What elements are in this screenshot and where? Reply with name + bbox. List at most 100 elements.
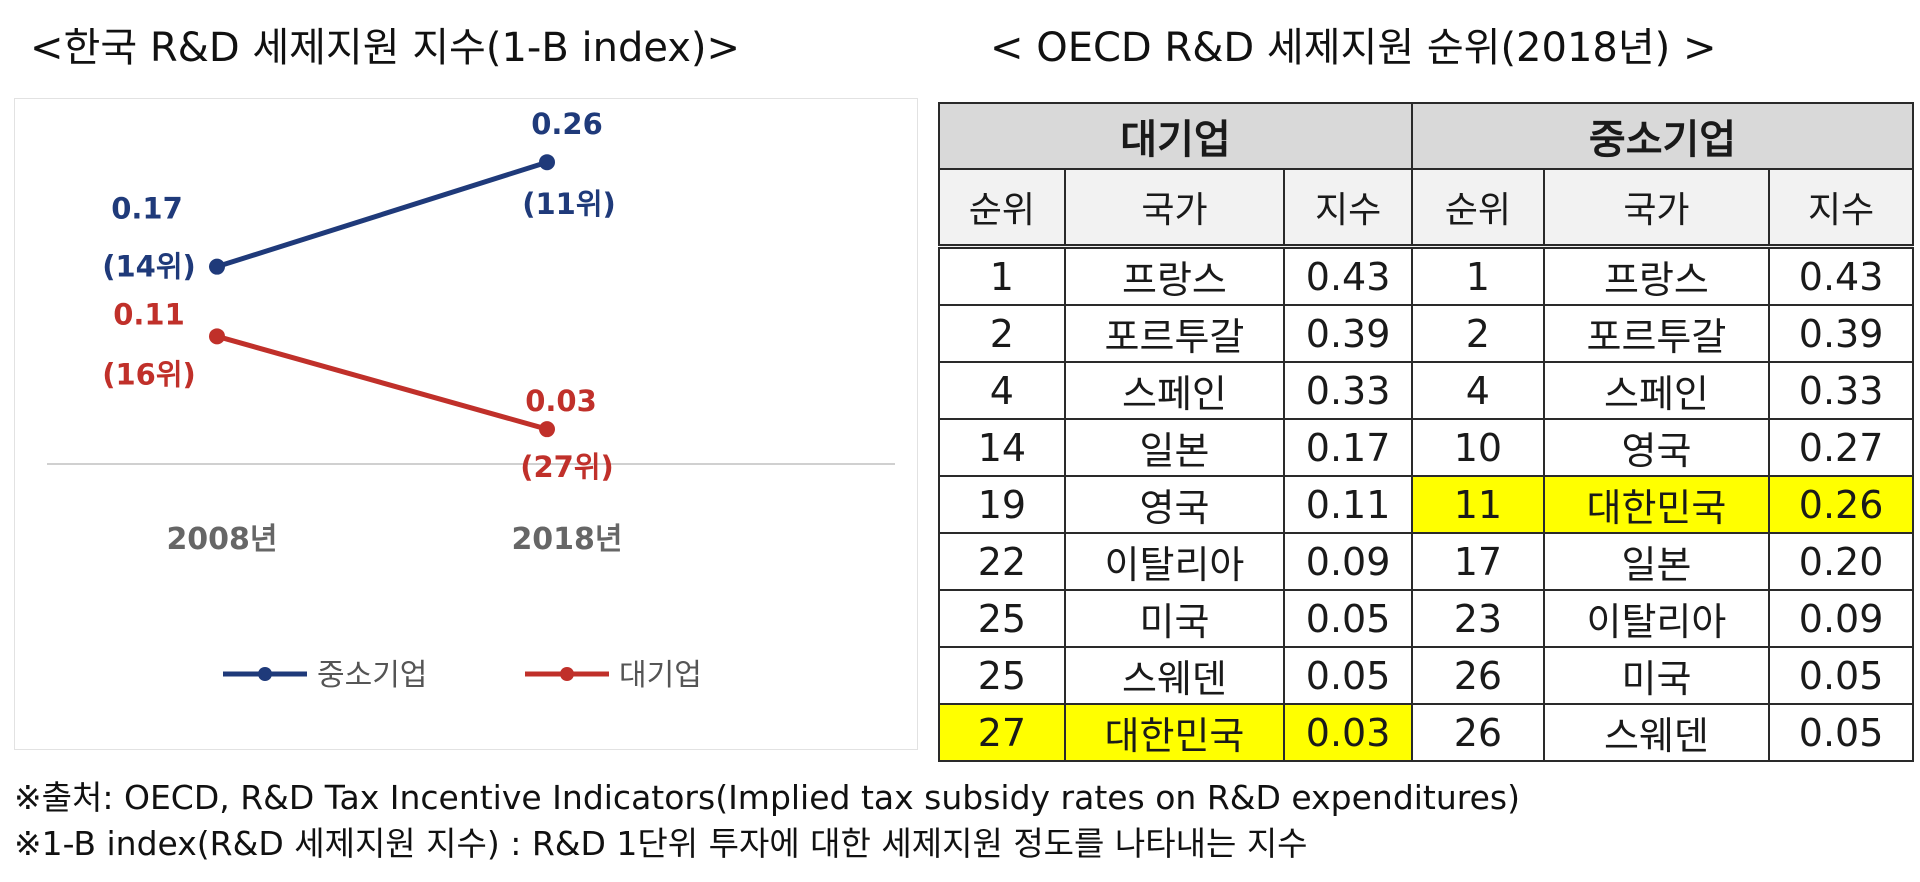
sme-country-cell: 영국 — [1542, 418, 1771, 477]
column-header-row: 순위 국가 지수 순위 국가 지수 — [938, 168, 1914, 249]
x-tick-label: 2018년 — [511, 522, 622, 557]
data-point — [209, 258, 225, 275]
legend-swatch-marker — [560, 667, 574, 681]
data-label-value: 0.03 — [525, 384, 597, 418]
col-header-country: 국가 — [1542, 168, 1771, 249]
large-rank-cell: 25 — [938, 646, 1066, 705]
sme-rank-cell: 26 — [1411, 703, 1545, 762]
data-label-rank: (16위) — [102, 357, 196, 391]
table-row: 14 일본 0.17 10 영국 0.27 — [938, 418, 1914, 477]
large-rank-cell: 2 — [938, 304, 1066, 363]
large-rank-cell: 19 — [938, 475, 1066, 534]
sme-rank-cell: 23 — [1411, 589, 1545, 648]
sme-index-cell: 0.09 — [1768, 589, 1914, 648]
sme-rank-cell: 10 — [1411, 418, 1545, 477]
left-title: <한국 R&D 세제지원 지수(1-B index)> — [30, 25, 741, 71]
sme-country-cell: 스페인 — [1542, 361, 1771, 420]
large-index-cell: 0.39 — [1283, 304, 1414, 363]
table-row: 22 이탈리아 0.09 17 일본 0.20 — [938, 532, 1914, 591]
series-line-sme — [216, 159, 548, 270]
sme-country-cell: 스웨덴 — [1542, 703, 1771, 762]
data-label-value: 0.11 — [113, 297, 185, 331]
col-header-country: 국가 — [1063, 168, 1286, 249]
table-row: 19 영국 0.11 11 대한민국 0.26 — [938, 475, 1914, 534]
large-index-cell: 0.43 — [1283, 245, 1414, 306]
sme-country-cell: 프랑스 — [1542, 245, 1771, 306]
right-title: < OECD R&D 세제지원 순위(2018년) > — [990, 25, 1717, 71]
sme-country-cell: 이탈리아 — [1542, 589, 1771, 648]
sme-index-cell: 0.33 — [1768, 361, 1914, 420]
large-rank-cell: 27 — [938, 703, 1066, 762]
sme-country-cell: 일본 — [1542, 532, 1771, 591]
large-index-cell: 0.11 — [1283, 475, 1414, 534]
data-label-rank: (14위) — [102, 250, 196, 284]
group-header-sme: 중소기업 — [1411, 102, 1914, 170]
large-index-cell: 0.05 — [1283, 589, 1414, 648]
large-rank-cell: 25 — [938, 589, 1066, 648]
sme-country-cell: 미국 — [1542, 646, 1771, 705]
data-label-rank: (27위) — [520, 450, 614, 484]
sme-index-cell: 0.43 — [1768, 245, 1914, 306]
sme-country-cell: 대한민국 — [1542, 475, 1771, 534]
sme-rank-cell: 1 — [1411, 245, 1545, 306]
sme-country-cell: 포르투갈 — [1542, 304, 1771, 363]
col-header-index: 지수 — [1768, 168, 1914, 249]
large-country-cell: 이탈리아 — [1063, 532, 1286, 591]
table-row: 1 프랑스 0.43 1 프랑스 0.43 — [938, 245, 1914, 306]
data-label-rank: (11위) — [522, 187, 616, 221]
sme-index-cell: 0.05 — [1768, 646, 1914, 705]
legend-label: 대기업 — [619, 658, 702, 693]
source-note: ※출처: OECD, R&D Tax Incentive Indicators(… — [14, 778, 1521, 817]
large-rank-cell: 22 — [938, 532, 1066, 591]
large-index-cell: 0.05 — [1283, 646, 1414, 705]
large-country-cell: 일본 — [1063, 418, 1286, 477]
table-body: 1 프랑스 0.43 1 프랑스 0.43 2 포르투갈 0.39 2 포르투갈 0.39 4 스페인 0.… — [938, 245, 1914, 762]
large-country-cell: 포르투갈 — [1063, 304, 1286, 363]
large-country-cell: 미국 — [1063, 589, 1286, 648]
large-index-cell: 0.03 — [1283, 703, 1414, 762]
x-tick-label: 2008년 — [166, 522, 277, 557]
col-header-rank: 순위 — [938, 168, 1066, 249]
large-index-cell: 0.33 — [1283, 361, 1414, 420]
legend-label: 중소기업 — [317, 658, 427, 693]
large-country-cell: 스웨덴 — [1063, 646, 1286, 705]
sme-index-cell: 0.27 — [1768, 418, 1914, 477]
line-chart-panel: 2008년 2018년 0.17 (14위) 0.26 (11위) 0.11 (16위) 0.0… — [14, 98, 918, 750]
legend-swatch-marker — [258, 667, 272, 681]
large-country-cell: 영국 — [1063, 475, 1286, 534]
table-row: 4 스페인 0.33 4 스페인 0.33 — [938, 361, 1914, 420]
large-rank-cell: 1 — [938, 245, 1066, 306]
col-header-rank: 순위 — [1411, 168, 1545, 249]
large-rank-cell: 14 — [938, 418, 1066, 477]
sme-rank-cell: 26 — [1411, 646, 1545, 705]
table-row: 27 대한민국 0.03 26 스웨덴 0.05 — [938, 703, 1914, 762]
col-header-index: 지수 — [1283, 168, 1414, 249]
data-point — [539, 154, 555, 171]
sme-index-cell: 0.26 — [1768, 475, 1914, 534]
sme-index-cell: 0.20 — [1768, 532, 1914, 591]
group-header-large-firms: 대기업 — [937, 102, 1414, 170]
data-label-value: 0.26 — [531, 107, 603, 141]
table-row: 25 미국 0.05 23 이탈리아 0.09 — [938, 589, 1914, 648]
line-chart: 2008년 2018년 0.17 (14위) 0.26 (11위) 0.11 (16위) 0.0… — [47, 107, 895, 693]
sme-index-cell: 0.39 — [1768, 304, 1914, 363]
data-label-value: 0.17 — [111, 192, 183, 226]
large-index-cell: 0.17 — [1283, 418, 1414, 477]
data-point — [539, 421, 555, 438]
sme-index-cell: 0.05 — [1768, 703, 1914, 762]
large-index-cell: 0.09 — [1283, 532, 1414, 591]
sme-rank-cell: 17 — [1411, 532, 1545, 591]
table-row: 2 포르투갈 0.39 2 포르투갈 0.39 — [938, 304, 1914, 363]
table-row: 25 스웨덴 0.05 26 미국 0.05 — [938, 646, 1914, 705]
large-country-cell: 대한민국 — [1063, 703, 1286, 762]
definition-note: ※1-B index(R&D 세제지원 지수) : R&D 1단위 투자에 대한… — [14, 824, 1308, 863]
oecd-rank-table: 대기업 중소기업 순위 국가 지수 순위 국가 지수 1 프랑스 0.43 1 프랑스 0… — [937, 102, 1914, 762]
sme-rank-cell: 2 — [1411, 304, 1545, 363]
series-line-large — [216, 333, 548, 432]
large-country-cell: 스페인 — [1063, 361, 1286, 420]
large-country-cell: 프랑스 — [1063, 245, 1286, 306]
group-header-row: 대기업 중소기업 — [937, 102, 1914, 170]
sme-rank-cell: 4 — [1411, 361, 1545, 420]
large-rank-cell: 4 — [938, 361, 1066, 420]
sme-rank-cell: 11 — [1411, 475, 1545, 534]
